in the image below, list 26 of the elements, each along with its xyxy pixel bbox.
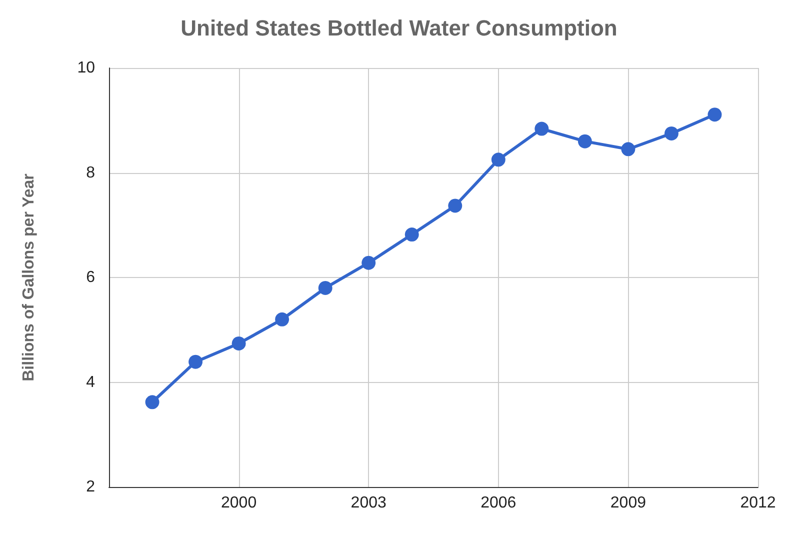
point <box>491 152 506 167</box>
y-tick-label: 2 <box>86 478 96 496</box>
x-tick-label: 2012 <box>740 494 776 512</box>
x-tick-label: 2006 <box>480 494 516 512</box>
point <box>664 126 678 140</box>
point <box>534 122 549 136</box>
x-tick-label: 2000 <box>221 494 257 512</box>
point <box>621 142 636 156</box>
point <box>275 312 290 326</box>
x-tick-label: 2003 <box>350 494 386 512</box>
y-tick-label: 10 <box>77 60 96 76</box>
x-tick-label: 2009 <box>610 494 646 512</box>
y-tick-label: 6 <box>86 269 96 286</box>
point <box>578 134 592 148</box>
point <box>145 395 160 410</box>
point <box>708 108 722 122</box>
point <box>232 336 246 350</box>
point <box>318 280 332 295</box>
chart-title: United States Bottled Water Consumption <box>180 16 618 40</box>
y-tick-label: 8 <box>86 164 96 182</box>
point <box>448 198 462 213</box>
y-axis-title: Billions of Gallons per Year <box>20 174 38 382</box>
y-tick-label: 4 <box>86 374 96 391</box>
point <box>404 228 419 242</box>
point <box>188 354 203 369</box>
point <box>362 256 376 270</box>
